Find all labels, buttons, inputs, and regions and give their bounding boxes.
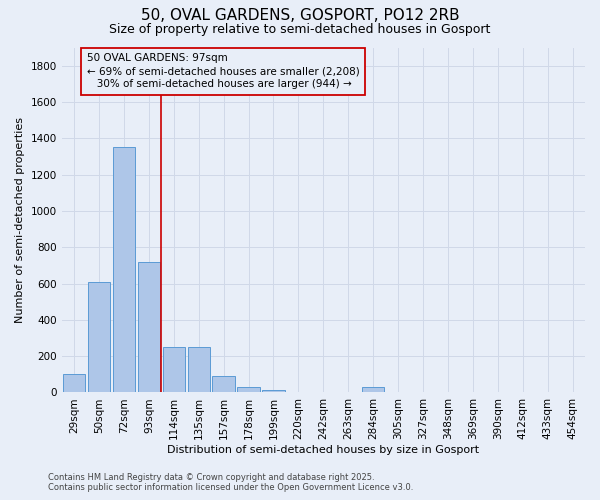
- Y-axis label: Number of semi-detached properties: Number of semi-detached properties: [15, 117, 25, 323]
- Text: Contains HM Land Registry data © Crown copyright and database right 2025.
Contai: Contains HM Land Registry data © Crown c…: [48, 473, 413, 492]
- Bar: [188, 347, 210, 393]
- Bar: [88, 282, 110, 393]
- Bar: [63, 374, 85, 392]
- Bar: [212, 376, 235, 392]
- Bar: [113, 148, 135, 392]
- Text: 50 OVAL GARDENS: 97sqm
← 69% of semi-detached houses are smaller (2,208)
   30% : 50 OVAL GARDENS: 97sqm ← 69% of semi-det…: [86, 53, 359, 90]
- X-axis label: Distribution of semi-detached houses by size in Gosport: Distribution of semi-detached houses by …: [167, 445, 479, 455]
- Text: Size of property relative to semi-detached houses in Gosport: Size of property relative to semi-detach…: [109, 22, 491, 36]
- Bar: [362, 387, 385, 392]
- Bar: [163, 347, 185, 393]
- Text: 50, OVAL GARDENS, GOSPORT, PO12 2RB: 50, OVAL GARDENS, GOSPORT, PO12 2RB: [140, 8, 460, 22]
- Bar: [262, 390, 285, 392]
- Bar: [238, 387, 260, 392]
- Bar: [137, 262, 160, 392]
